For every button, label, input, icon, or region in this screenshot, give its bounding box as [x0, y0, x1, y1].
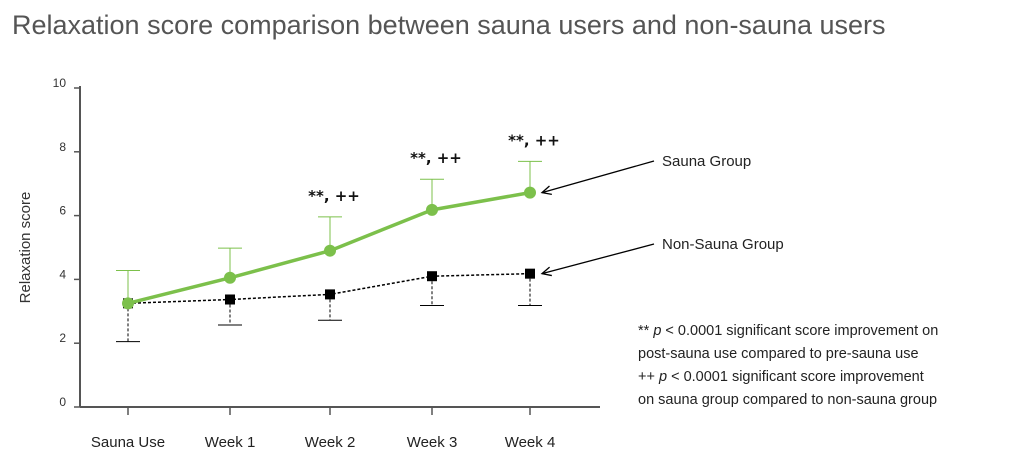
footnote: ** p < 0.0001 significant score improvem…	[638, 320, 1018, 412]
y-tick-label: 6	[59, 204, 66, 218]
chart-axes: 0 2 4 6 8 10 Sauna Use Week 1 Week 2 Week 3 Week 4…	[17, 76, 600, 451]
non-sauna-group-point	[427, 271, 437, 282]
significance-label: **, ++	[308, 187, 360, 205]
arrowhead-icon	[540, 266, 552, 277]
y-tick-label: 8	[59, 140, 66, 154]
sauna-group-point	[524, 186, 536, 199]
footnote-line: on sauna group compared to non-sauna gro…	[638, 389, 1018, 412]
sauna-group-point	[426, 203, 438, 216]
sauna-group-point	[224, 271, 236, 284]
x-tick-label: Sauna Use	[91, 434, 165, 451]
arrowhead-icon	[540, 185, 552, 196]
x-tick-label: Week 4	[505, 434, 556, 451]
footnote-line: ** p < 0.0001 significant score improvem…	[638, 320, 1018, 343]
footnote-text: < 0.0001 significant score improvement	[667, 369, 924, 385]
footnote-text: post-sauna use compared to pre-sauna use	[638, 346, 919, 362]
significance-label: **, ++	[508, 131, 560, 149]
chart-title: Relaxation score comparison between saun…	[12, 10, 886, 40]
footnote-marker: **	[638, 323, 654, 339]
footnote-line: post-sauna use compared to pre-sauna use	[638, 343, 1018, 366]
footnote-line: ++ p < 0.0001 significant score improvem…	[638, 366, 1018, 389]
footnote-text: < 0.0001 significant score improvement o…	[661, 323, 939, 339]
series-label-arrow	[541, 243, 655, 275]
non-sauna-group-label: Non-Sauna Group	[662, 236, 784, 253]
x-tick-label: Week 3	[407, 434, 458, 451]
y-tick-label: 10	[53, 76, 67, 90]
error-bars	[116, 160, 542, 343]
y-axis-title: Relaxation score	[17, 192, 34, 304]
y-tick-label: 2	[59, 331, 66, 345]
sauna-group-point	[324, 244, 336, 257]
x-tick-label: Week 2	[305, 434, 356, 451]
footnote-text: on sauna group compared to non-sauna gro…	[638, 392, 938, 408]
non-sauna-group-point	[225, 294, 235, 305]
series-markers	[122, 186, 536, 310]
series-label-arrow	[541, 160, 655, 194]
footnote-p: p	[653, 323, 662, 339]
sauna-group-point	[122, 297, 134, 310]
sauna-group-label: Sauna Group	[662, 153, 751, 170]
footnote-marker: ++	[638, 369, 659, 385]
x-tick-label: Week 1	[205, 434, 256, 451]
non-sauna-group-point	[525, 268, 535, 279]
chart-labels: **, ++ **, ++ **, ++ Sauna Group Non-Sauna G…	[308, 131, 784, 277]
significance-label: **, ++	[410, 149, 462, 167]
y-tick-label: 0	[59, 395, 66, 409]
y-tick-label: 4	[59, 267, 66, 281]
non-sauna-group-point	[325, 289, 335, 300]
footnote-p: p	[658, 369, 668, 385]
